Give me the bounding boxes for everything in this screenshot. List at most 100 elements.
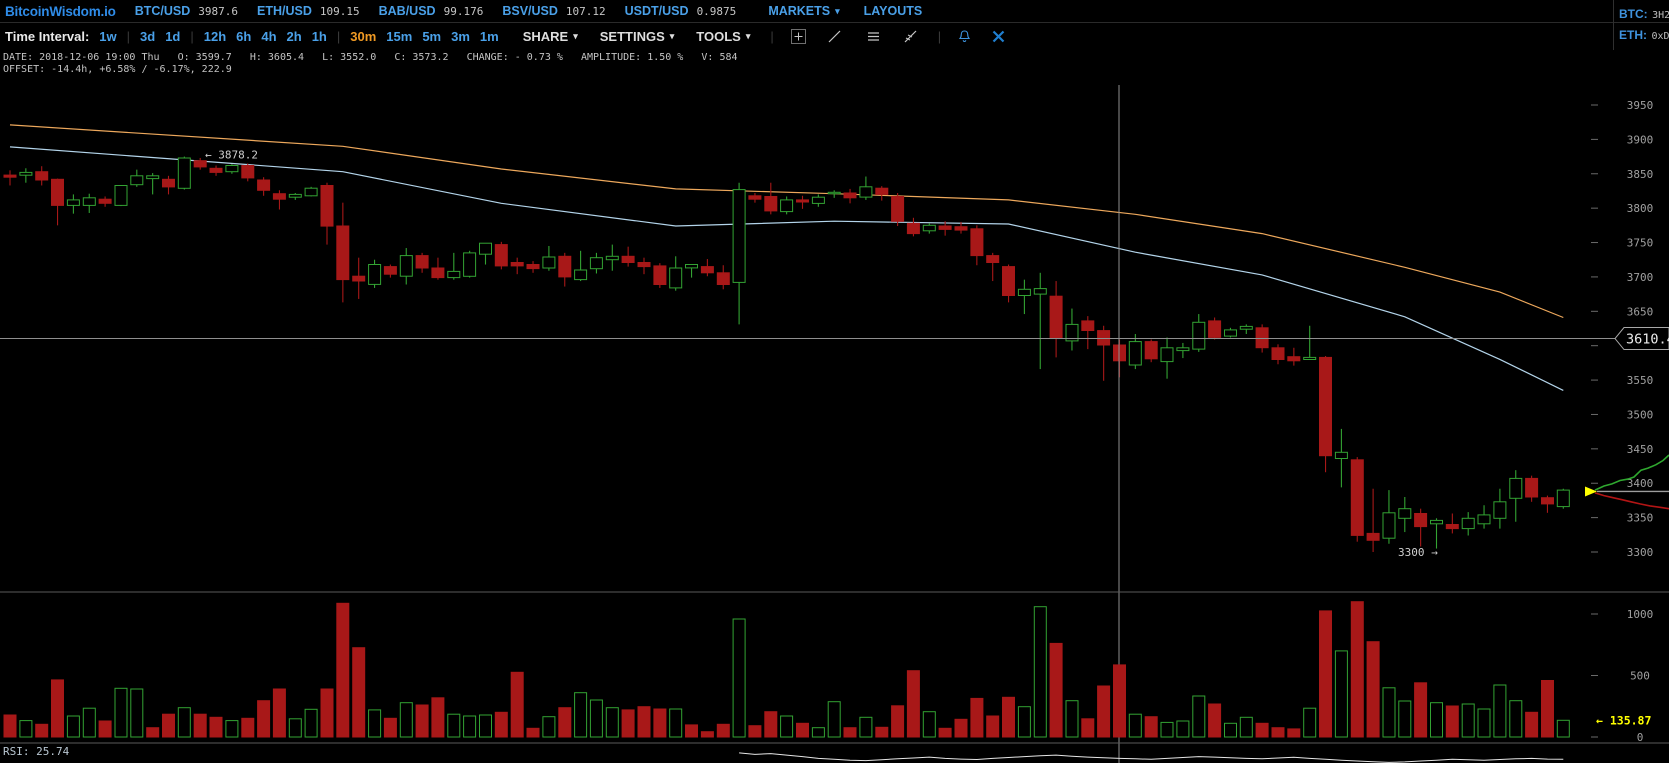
candle-body (970, 228, 984, 257)
ticker-btc-usd[interactable]: BTC/USD 3987.6 (135, 4, 238, 18)
candle-body (66, 199, 80, 206)
interval-15m[interactable]: 15m (386, 29, 413, 44)
candle (1366, 488, 1380, 552)
ma-fast-line (9, 124, 1564, 319)
price-axis-label: 3400 (1627, 477, 1654, 490)
ticker-eth-usd[interactable]: ETH/USD 109.15 (257, 4, 360, 18)
site-logo[interactable]: BitcoinWisdom.io (5, 3, 116, 19)
price-axis-label: 3850 (1627, 168, 1654, 181)
volume-bar (1319, 610, 1332, 738)
interval-3m[interactable]: 3m (451, 29, 470, 44)
depth-ask-line (1594, 492, 1669, 510)
volume-bar (177, 707, 191, 738)
price-axis-label: 3350 (1627, 512, 1654, 525)
volume-bar (859, 716, 873, 738)
fib-ray-tool-icon[interactable] (902, 28, 920, 46)
horizontal-line-tool-icon[interactable] (865, 28, 883, 46)
volume-bar (1541, 680, 1554, 738)
volume-bar (257, 700, 271, 738)
candle (1144, 339, 1158, 363)
interval-5m[interactable]: 5m (422, 29, 442, 44)
interval-1d[interactable]: 1d (165, 29, 181, 44)
volume-bar (19, 720, 33, 738)
candlestick-chart[interactable]: 3950390038503800375037003650360035503500… (0, 85, 1669, 763)
volume-bar (272, 688, 286, 738)
candle (605, 244, 619, 271)
candle-body (1081, 320, 1095, 331)
interval-2h[interactable]: 2h (286, 29, 302, 44)
chevron-down-icon: ▾ (573, 31, 578, 41)
price-annotations: ← 3878.2 3300 → (205, 148, 1438, 559)
extreme-price-annotation: 3300 → (1398, 546, 1438, 559)
crosshair-tool-icon[interactable] (790, 28, 808, 46)
candle-body (510, 262, 524, 267)
candle-body (494, 244, 508, 267)
trendline-tool-icon[interactable] (826, 28, 844, 46)
candle-body (827, 191, 841, 195)
candle-body (542, 256, 556, 269)
interval-3d[interactable]: 3d (140, 29, 156, 44)
settings-menu[interactable]: SETTINGS ▾ (600, 29, 675, 44)
interval-1m[interactable]: 1m (479, 29, 499, 44)
candle-body (1128, 341, 1142, 366)
candle (209, 165, 223, 176)
candle (1128, 334, 1142, 370)
candle (669, 256, 683, 291)
pane-dividers (0, 591, 1669, 744)
interval-4h[interactable]: 4h (261, 29, 277, 44)
tools-menu[interactable]: TOOLS ▾ (696, 29, 750, 44)
candle (843, 188, 857, 204)
volume-bar (225, 720, 239, 738)
candle-body (653, 265, 667, 285)
candle (1208, 317, 1222, 340)
candle-body (1382, 512, 1396, 539)
interval-30m[interactable]: 30m (350, 29, 377, 44)
candle-body (114, 185, 128, 206)
volume-bar (811, 727, 825, 738)
volume-bar (162, 713, 175, 738)
layouts-menu[interactable]: LAYOUTS (864, 4, 923, 18)
share-menu[interactable]: SHARE ▾ (523, 29, 578, 44)
donation-btc-address[interactable]: 3H2 (1652, 10, 1669, 21)
candle-body (1287, 356, 1301, 362)
ticker-price-value: 3987.6 (198, 5, 238, 18)
volume-bar (368, 709, 382, 738)
chart-canvas-area[interactable]: 3950390038503800375037003650360035503500… (0, 85, 1669, 763)
candle-body (1065, 323, 1079, 342)
volume-bar (589, 699, 603, 738)
volume-bar (526, 727, 540, 738)
candle-body (3, 174, 17, 178)
candle (66, 194, 80, 214)
candle (700, 259, 714, 277)
volume-bar (1255, 722, 1269, 738)
markets-menu[interactable]: MARKETS ▾ (768, 4, 839, 18)
interval-12h[interactable]: 12h (203, 29, 227, 44)
interval-1w[interactable]: 1w (99, 29, 117, 44)
candle (1192, 314, 1206, 352)
volume-bar (954, 718, 968, 738)
volume-bar (906, 670, 920, 738)
donation-eth-row: ETH: 0xD (1619, 25, 1669, 46)
candle-body (1017, 288, 1031, 297)
volume-bar (700, 731, 714, 738)
volume-bar (986, 715, 1000, 738)
ticker-bab-usd[interactable]: BAB/USD 99.176 (379, 4, 484, 18)
volume-bar (1049, 642, 1063, 738)
interval-1h[interactable]: 1h (311, 29, 327, 44)
fullscreen-cross-icon[interactable] (989, 28, 1007, 46)
candle-body (1334, 451, 1348, 459)
toolbar-divider: | (126, 29, 131, 44)
alarm-bell-icon[interactable] (955, 28, 973, 46)
ticker-bsv-usd[interactable]: BSV/USD 107.12 (502, 4, 605, 18)
donation-eth-address[interactable]: 0xD (1651, 31, 1669, 42)
ticker-usdt-usd[interactable]: USDT/USD 0.9875 (625, 4, 737, 18)
volume-bar (1017, 706, 1031, 738)
candle-body (320, 185, 334, 227)
candlestick-series (3, 156, 1570, 552)
interval-6h[interactable]: 6h (236, 29, 252, 44)
candle-body (669, 267, 683, 289)
candle-body (1414, 513, 1428, 528)
last-volume-marker: ← 135.87 (1596, 713, 1651, 727)
candle (1556, 488, 1570, 509)
candle (796, 195, 809, 209)
